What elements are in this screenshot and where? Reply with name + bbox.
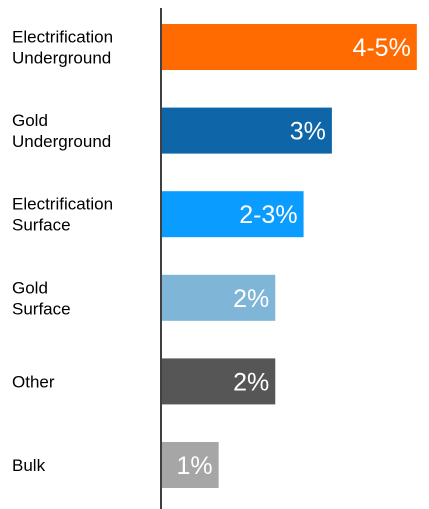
category-tick-label: Other [12, 372, 55, 391]
category-tick-label: Underground [12, 132, 111, 151]
category-tick-label: Electrification [12, 195, 113, 214]
category-tick-label: Gold [12, 278, 48, 297]
bar [162, 442, 219, 488]
bar [162, 24, 417, 70]
category-tick-label: Surface [12, 216, 71, 235]
category-tick-label: Surface [12, 299, 71, 318]
category-tick-label: Underground [12, 49, 111, 68]
bar [162, 191, 304, 238]
category-tick-label: Gold [12, 111, 48, 130]
bar-value-label: 2-3% [239, 201, 297, 229]
bar [162, 107, 332, 154]
bar [162, 358, 276, 405]
category-tick-label: Bulk [12, 456, 46, 475]
bar-value-label: 4-5% [352, 34, 410, 62]
bar-value-label: 3% [290, 118, 326, 146]
bar-value-label: 2% [233, 285, 269, 313]
bar-value-label: 1% [176, 452, 212, 480]
bar [162, 274, 276, 321]
bar-value-label: 2% [233, 368, 269, 396]
category-tick-label: Electrification [12, 28, 113, 47]
